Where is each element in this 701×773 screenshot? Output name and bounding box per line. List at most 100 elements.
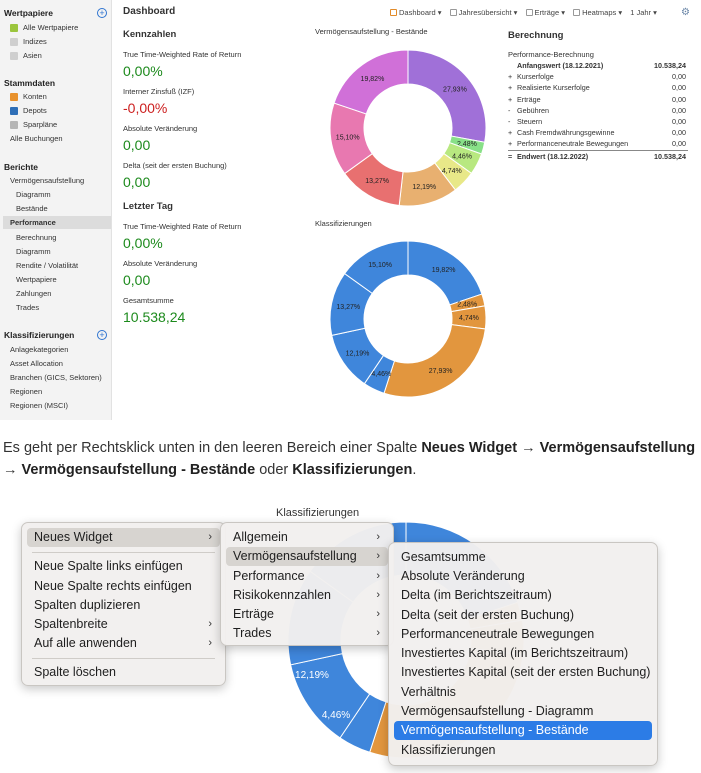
sidebar-section-wertpapiere: Wertpapiere (4, 8, 53, 18)
menu-item-spalte-loeschen[interactable]: Spalte löschen (34, 665, 117, 679)
row-label: Endwert (18.12.2022) (517, 151, 589, 161)
menu-item-trades[interactable]: Trades › (226, 624, 388, 643)
dashboard-screenshot: Wertpapiere + Alle Wertpapiere Indizes A… (0, 0, 690, 420)
row-value: 0,00 (672, 72, 686, 82)
chevron-right-icon: › (208, 618, 212, 630)
row-symbol: + (508, 94, 513, 104)
row-value: 0,00 (672, 94, 686, 104)
donut-slice-label: 13,27% (365, 178, 389, 185)
menu-item-risikokennzahlen[interactable]: Risikokennzahlen › (226, 586, 388, 605)
menu-separator (32, 658, 215, 659)
menu-item-klassifizierungen[interactable]: Klassifizierungen (401, 743, 496, 757)
sidebar-item-asset-allocation[interactable]: Asset Allocation (10, 359, 63, 368)
metric-value: 0,00 (123, 174, 151, 190)
sidebar-item-diagramm[interactable]: Diagramm (16, 247, 51, 256)
menu-item-delta-erste-buchung[interactable]: Delta (seit der ersten Buchung) (401, 608, 575, 622)
menu-item-vermoegensaufstellung-bestaende[interactable]: Vermögensaufstellung - Bestände (394, 721, 652, 740)
period-dropdown[interactable]: 1 Jahr ▾ (630, 8, 657, 17)
caption-part: Es geht per Rechtsklick unten in den lee… (3, 440, 422, 456)
dropdown-label: Erträge ▾ (534, 8, 565, 17)
menu-item-vermoegensaufstellung[interactable]: Vermögensaufstellung › (226, 547, 388, 566)
menu-item-spalte-links[interactable]: Neue Spalte links einfügen (34, 559, 183, 573)
menu-item-performance[interactable]: Performance › (226, 567, 388, 586)
berechnung-row: - Steuern 0,00 (508, 116, 688, 127)
sidebar-item-berechnung[interactable]: Berechnung (16, 233, 57, 242)
sidebar-item-diagramm[interactable]: Diagramm (16, 190, 51, 199)
dashboard-dropdown[interactable]: Dashboard ▾ (390, 8, 442, 17)
menu-item-gesamtsumme[interactable]: Gesamtsumme (401, 550, 486, 564)
menu-item-verhaeltnis[interactable]: Verhältnis (401, 685, 456, 699)
sidebar-item-anlagekategorien[interactable]: Anlagekategorien (10, 345, 69, 354)
sidebar-item-wertpapiere[interactable]: Wertpapiere (16, 275, 57, 284)
berechnung-row: + Erträge 0,00 (508, 94, 688, 105)
menu-item-investiertes-kapital-berichtszeitraum[interactable]: Investiertes Kapital (im Berichtszeitrau… (401, 646, 629, 660)
heatmap-icon (573, 9, 581, 16)
caption-part: → (517, 440, 540, 456)
metric-label: True Time-Weighted Rate of Return (123, 222, 242, 231)
donut-slice-label: 27,93% (429, 368, 453, 375)
sidebar-item-alle-buchungen[interactable]: Alle Buchungen (10, 134, 63, 143)
chevron-right-icon: › (208, 637, 212, 649)
sidebar-item-regionen-msci[interactable]: Regionen (MSCI) (10, 401, 68, 410)
metric-value: 10.538,24 (123, 309, 186, 325)
sidebar-item-alle-wertpapiere[interactable]: Alle Wertpapiere (23, 23, 79, 32)
menu-label: Performance (233, 569, 305, 583)
sidebar-section-berichte: Berichte (4, 162, 39, 172)
jahresuebersicht-dropdown[interactable]: Jahresübersicht ▾ (449, 8, 518, 17)
menu-item-auf-alle-anwenden[interactable]: Auf alle anwenden › (27, 634, 220, 653)
add-klassifizierung-icon[interactable]: + (97, 330, 107, 340)
row-label: Anfangswert (18.12.2021) (517, 61, 604, 70)
berechnung-heading: Berechnung (508, 30, 564, 41)
sidebar-item-vermoegensaufstellung[interactable]: Vermögensaufstellung (10, 176, 85, 185)
caption-bold: Vermögensaufstellung (539, 440, 696, 456)
menu-item-spalten-duplizieren[interactable]: Spalten duplizieren (34, 598, 141, 612)
donut-slice-label: 15,10% (336, 134, 360, 141)
sidebar-item-rendite-volatilitaet[interactable]: Rendite / Volatilität (16, 261, 79, 270)
dashboard-toolbar: Dashboard ▾ Jahresübersicht ▾ Erträge ▾ … (390, 8, 663, 17)
menu-item-performanceneutrale-bewegungen[interactable]: Performanceneutrale Bewegungen (401, 627, 595, 641)
chevron-right-icon: › (376, 570, 380, 582)
menu-item-delta-berichtszeitraum[interactable]: Delta (im Berichtszeitraum) (401, 588, 552, 602)
berechnung-row: - Gebühren 0,00 (508, 105, 688, 116)
chevron-right-icon: › (376, 627, 380, 639)
donut-slice (407, 49, 487, 143)
sidebar-item-depots[interactable]: Depots (23, 106, 47, 115)
row-label: Performanceneutrale Bewegungen (517, 139, 629, 149)
row-symbol: + (508, 139, 513, 149)
metric-label: Delta (seit der ersten Buchung) (123, 161, 227, 170)
sidebar-item-asien[interactable]: Asien (23, 51, 42, 60)
row-symbol: = (508, 151, 513, 161)
menu-item-ertraege[interactable]: Erträge › (226, 605, 388, 624)
sidebar-item-performance[interactable]: Performance (3, 216, 111, 229)
gear-icon[interactable]: ⚙ (681, 7, 690, 18)
berechnung-row: + Cash Fremdwährungsgewinne 0,00 (508, 127, 688, 138)
sidebar-item-branchen[interactable]: Branchen (GICS, Sektoren) (10, 373, 102, 382)
sidebar-item-bestaende[interactable]: Bestände (16, 204, 48, 213)
ertraege-dropdown[interactable]: Erträge ▾ (525, 8, 565, 17)
menu-item-allgemein[interactable]: Allgemein › (226, 528, 388, 547)
menu-item-absolute-veraenderung[interactable]: Absolute Veränderung (401, 569, 525, 583)
menu-item-neues-widget[interactable]: Neues Widget › (27, 528, 220, 547)
metric-label: Gesamtsumme (123, 296, 174, 305)
sidebar-item-sparplaene[interactable]: Sparpläne (23, 120, 58, 129)
sidebar-item-konten[interactable]: Konten (23, 92, 47, 101)
dropdown-label: Jahresübersicht ▾ (458, 8, 518, 17)
row-symbol: + (508, 128, 513, 138)
add-wertpapiere-icon[interactable]: + (97, 8, 107, 18)
berechnung-row: Anfangswert (18.12.2021) 10.538,24 (508, 60, 688, 71)
menu-item-vermoegensaufstellung-diagramm[interactable]: Vermögensaufstellung - Diagramm (401, 704, 594, 718)
dashboard-icon (390, 9, 397, 16)
berechnung-row: + Kurserfolge 0,00 (508, 71, 688, 82)
sidebar-item-indizes[interactable]: Indizes (23, 37, 47, 46)
donut-slice-label: 2,48% (457, 301, 477, 308)
menu-item-investiertes-kapital-erste-buchung[interactable]: Investiertes Kapital (seit der ersten Bu… (401, 665, 651, 679)
menu-item-spalte-rechts[interactable]: Neue Spalte rechts einfügen (34, 579, 192, 593)
heatmaps-dropdown[interactable]: Heatmaps ▾ (573, 8, 622, 17)
sidebar-item-regionen[interactable]: Regionen (10, 387, 43, 396)
sidebar-item-trades[interactable]: Trades (16, 303, 40, 312)
donut-slice-label: 27,93% (443, 86, 467, 93)
menu-item-spaltenbreite[interactable]: Spaltenbreite › (27, 615, 220, 634)
list-icon (10, 38, 18, 46)
sidebar-item-zahlungen[interactable]: Zahlungen (16, 289, 52, 298)
donut-slice-label: 12,19% (295, 670, 329, 681)
